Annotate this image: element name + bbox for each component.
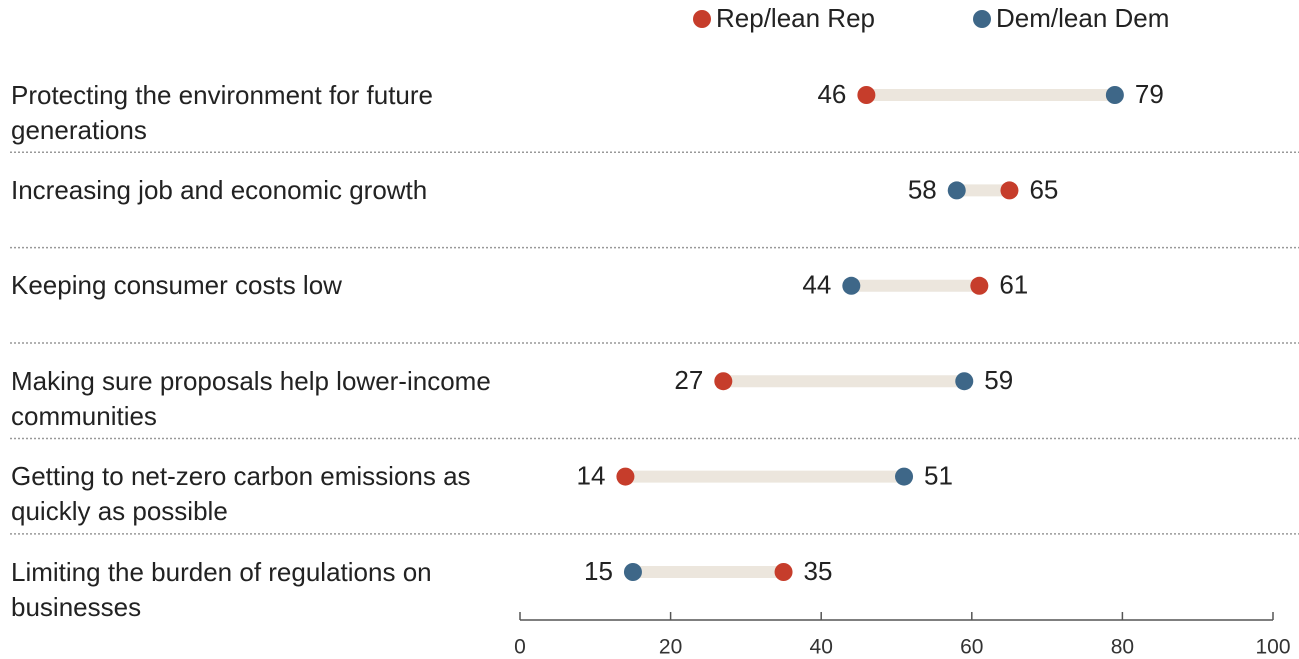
dot <box>857 86 876 104</box>
legend-marker <box>973 10 991 28</box>
category-label: Making sure proposals help lower-income … <box>11 365 491 431</box>
value-label: 46 <box>817 79 846 109</box>
legend-label: Dem/lean Dem <box>996 3 1169 33</box>
dot <box>623 563 642 581</box>
category-label: Protecting the environment for future ge… <box>11 79 434 145</box>
value-label: 14 <box>576 460 605 490</box>
legend-marker <box>693 10 711 28</box>
x-tick-label: 20 <box>659 636 682 659</box>
value-label: 59 <box>984 365 1013 395</box>
dot <box>955 372 974 391</box>
x-tick-label: 40 <box>810 636 833 659</box>
category-label: Getting to net-zero carbon emissions as … <box>11 461 471 527</box>
category-label: Keeping consumer costs low <box>11 270 342 301</box>
dot <box>714 372 733 391</box>
value-label: 61 <box>999 270 1028 300</box>
legend-label: Rep/lean Rep <box>716 3 875 33</box>
value-label: 65 <box>1029 174 1058 204</box>
category-label: Limiting the burden of regulations on bu… <box>11 556 432 622</box>
value-label: 27 <box>674 365 703 395</box>
x-tick-label: 0 <box>514 636 526 659</box>
value-label: 79 <box>1135 79 1164 109</box>
category-label: Increasing job and economic growth <box>11 174 428 205</box>
value-label: 44 <box>802 270 831 300</box>
dot <box>947 181 966 200</box>
value-label: 15 <box>584 556 613 586</box>
value-label: 51 <box>924 460 953 490</box>
x-tick-label: 80 <box>1111 636 1134 659</box>
value-label: 35 <box>804 556 833 586</box>
dot <box>895 467 914 486</box>
x-tick-label: 100 <box>1255 636 1290 659</box>
dot <box>1105 86 1124 104</box>
dot <box>774 563 793 581</box>
value-label: 58 <box>908 174 937 204</box>
dot <box>970 276 989 295</box>
x-tick-label: 60 <box>960 636 983 659</box>
dot <box>1000 181 1019 200</box>
dot <box>842 276 861 295</box>
dot <box>616 467 635 486</box>
